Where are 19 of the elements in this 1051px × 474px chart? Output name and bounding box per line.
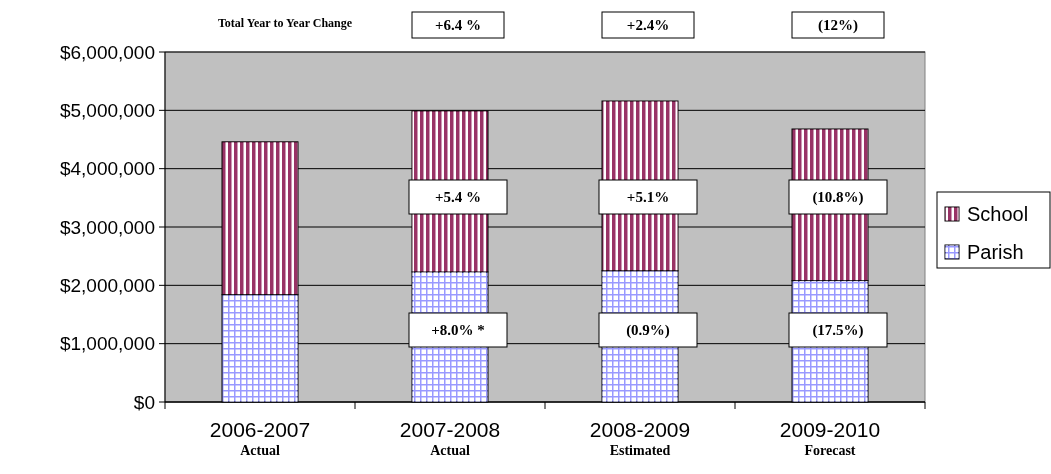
text: +2.4% — [626, 17, 670, 34]
legend-label: Parish — [967, 241, 1024, 263]
annotation: +5.1% — [626, 189, 670, 206]
y-tick-label: $6,000,000 — [59, 41, 155, 63]
annotation: (17.5%) — [812, 322, 864, 340]
annotation: +8.0% * — [431, 322, 485, 339]
annotation: +5.4 % — [434, 189, 482, 206]
text: +6.4 % — [434, 17, 482, 34]
y-tick-label: $3,000,000 — [59, 216, 155, 238]
annotation: (0.9%) — [626, 322, 670, 340]
text: (12%) — [818, 17, 858, 35]
y-tick-label: $4,000,000 — [59, 158, 155, 180]
y-tick-label: $1,000,000 — [59, 333, 155, 355]
y-tick-label: $5,000,000 — [59, 99, 155, 121]
text: Total Year to Year Change — [217, 16, 353, 30]
y-tick-label: $2,000,000 — [59, 274, 155, 296]
y-tick-label: $0 — [133, 391, 155, 413]
legend-label: School — [967, 203, 1029, 225]
annotation: (10.8%) — [812, 189, 864, 207]
